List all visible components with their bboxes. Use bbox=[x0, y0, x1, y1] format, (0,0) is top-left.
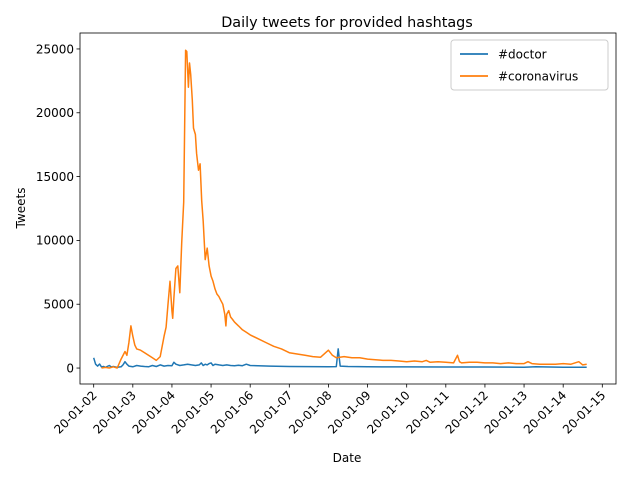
plot-area bbox=[80, 33, 616, 384]
y-axis-label: Tweets bbox=[14, 188, 28, 230]
legend-label-doctor: #doctor bbox=[498, 48, 547, 62]
y-tick-label: 15000 bbox=[36, 170, 74, 184]
y-tick-label: 10000 bbox=[36, 234, 74, 248]
legend-label-coronavirus: #coronavirus bbox=[498, 70, 578, 84]
plot-frame bbox=[79, 32, 617, 385]
series-line-doctor bbox=[92, 348, 587, 369]
legend-box bbox=[450, 39, 609, 91]
y-tick-label: 5000 bbox=[43, 298, 74, 312]
y-tick-label: 20000 bbox=[36, 106, 74, 120]
x-tick-label: 20-01-15 bbox=[560, 388, 608, 436]
y-axis: 0 5000 10000 15000 20000 25000 bbox=[36, 42, 80, 375]
y-tick-label: 25000 bbox=[36, 42, 74, 56]
chart-title: Daily tweets for provided hashtags bbox=[221, 15, 473, 31]
legend: #doctor #coronavirus bbox=[450, 39, 609, 91]
series-line-coronavirus bbox=[101, 49, 587, 369]
x-axis: 20-01-0220-01-0320-01-0420-01-0520-01-06… bbox=[51, 384, 608, 437]
y-tick-label: 0 bbox=[66, 361, 74, 375]
x-axis-label: Date bbox=[333, 451, 362, 465]
series-layer bbox=[92, 49, 587, 369]
